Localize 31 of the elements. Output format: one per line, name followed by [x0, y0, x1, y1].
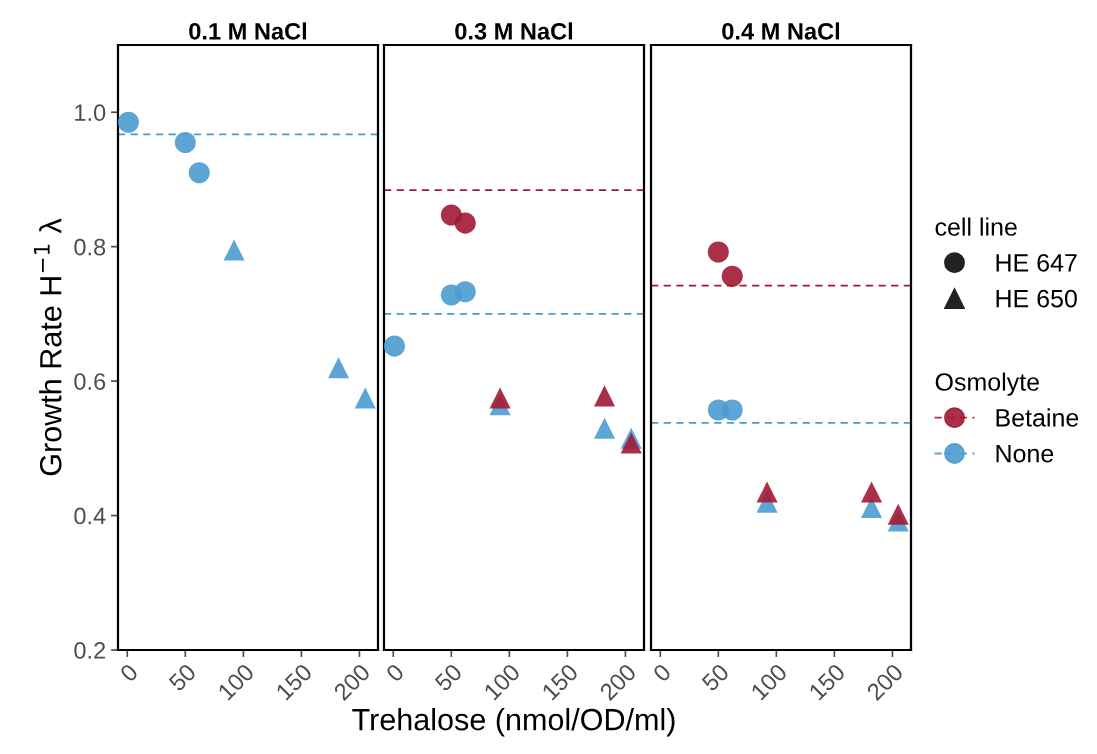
- x-tick-label: 100: [217, 662, 255, 701]
- y-tick-label: 1.0: [75, 104, 106, 122]
- x-tick-label: 150: [808, 662, 847, 701]
- chart-title: 0.1 M NaCl: [189, 22, 307, 40]
- text: HE 647: [996, 253, 1077, 272]
- text: cell line: [935, 217, 1017, 236]
- x-tick-label: 0: [385, 662, 405, 683]
- text: HE 650: [996, 289, 1077, 308]
- y-tick-label: 0.8: [74, 238, 106, 256]
- y-tick-label: 0.6: [74, 373, 106, 390]
- x-tick-label: 50: [700, 662, 730, 692]
- x-tick-label: 0: [119, 662, 139, 683]
- text: Osmolyte: [935, 372, 1039, 396]
- chart-title: 0.3 M NaCl: [455, 22, 573, 40]
- x-tick-label: 100: [483, 662, 521, 701]
- x-tick-label: 150: [275, 662, 314, 701]
- x-tick-label: 100: [750, 662, 788, 701]
- y-axis-title: Growth Rate H$^{−1}$ λ: [33, 218, 62, 476]
- x-tick-label: 0: [652, 662, 672, 683]
- y-tick-label: 0.2: [74, 642, 106, 659]
- y-tick-label: 0.4: [74, 507, 106, 525]
- x-axis-title: Trehalose (nmol/OD/ml): [352, 708, 675, 737]
- chart-title: 0.4 M NaCl: [722, 22, 840, 40]
- x-tick-label: 200: [865, 662, 905, 702]
- x-tick-label: 200: [332, 662, 372, 702]
- x-tick-label: 150: [541, 662, 580, 701]
- legend-label: Betaine: [996, 408, 1079, 427]
- legend-label: None: [996, 445, 1054, 463]
- x-tick-label: 50: [167, 662, 197, 692]
- x-tick-label: 200: [598, 662, 638, 702]
- x-tick-label: 50: [433, 662, 463, 692]
